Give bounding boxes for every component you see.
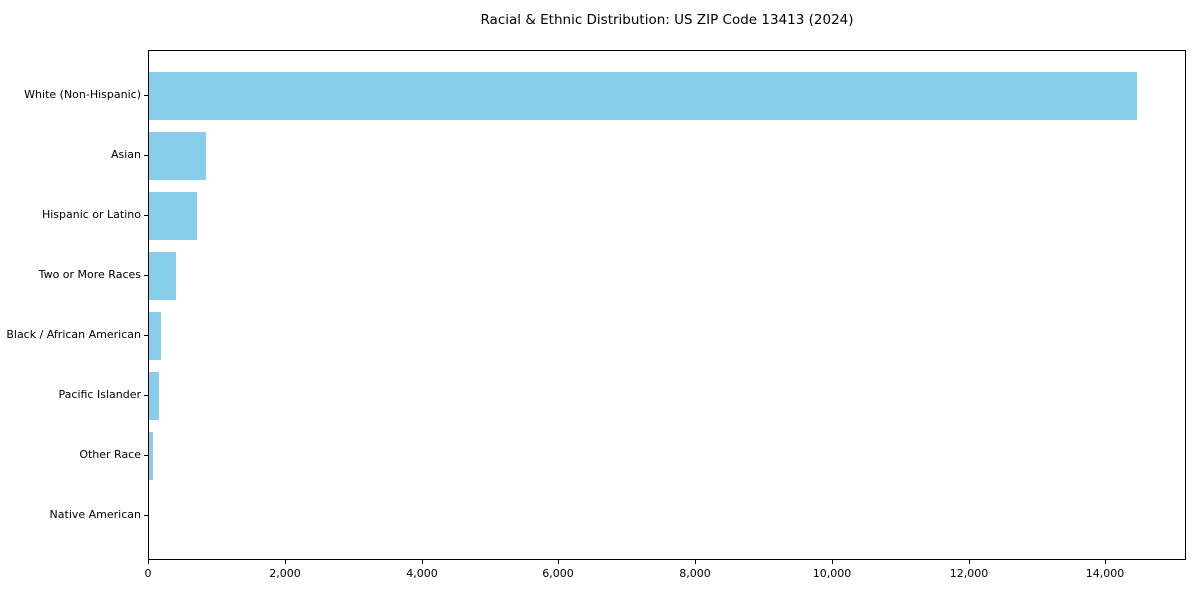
bar-hispanic-or-latino [149, 192, 197, 240]
bar-other-race [149, 432, 154, 480]
y-tick-mark [144, 275, 148, 276]
x-tick-label: 12,000 [949, 567, 989, 580]
y-tick-label: Black / African American [6, 328, 141, 341]
x-tick-mark [1105, 560, 1106, 564]
y-tick-mark [144, 395, 148, 396]
y-tick-label: Pacific Islander [58, 388, 141, 401]
x-tick-mark [695, 560, 696, 564]
bar-asian [149, 132, 206, 180]
x-tick-label: 6,000 [542, 567, 574, 580]
y-tick-mark [144, 95, 148, 96]
x-tick-mark [285, 560, 286, 564]
plot-area [148, 50, 1186, 560]
y-tick-mark [144, 215, 148, 216]
y-tick-mark [144, 335, 148, 336]
y-tick-label: Two or More Races [38, 268, 141, 281]
x-tick-mark [422, 560, 423, 564]
y-tick-label: Hispanic or Latino [41, 208, 141, 221]
bar-two-or-more-races [149, 252, 176, 300]
y-tick-label: White (Non-Hispanic) [24, 88, 141, 101]
x-tick-label: 0 [144, 567, 152, 580]
x-tick-label: 14,000 [1085, 567, 1125, 580]
y-tick-mark [144, 455, 148, 456]
bar-black-african-american [149, 312, 162, 360]
x-tick-mark [148, 560, 149, 564]
x-tick-label: 10,000 [812, 567, 852, 580]
y-tick-label: Other Race [79, 448, 141, 461]
x-tick-label: 4,000 [406, 567, 438, 580]
y-tick-mark [144, 515, 148, 516]
y-tick-label: Native American [49, 508, 141, 521]
x-tick-label: 2,000 [269, 567, 301, 580]
x-tick-label: 8,000 [679, 567, 711, 580]
bar-white-non-hispanic [149, 72, 1138, 120]
x-tick-mark [558, 560, 559, 564]
x-tick-mark [969, 560, 970, 564]
y-tick-mark [144, 155, 148, 156]
chart-title: Racial & Ethnic Distribution: US ZIP Cod… [480, 12, 854, 28]
bar-pacific-islander [149, 372, 160, 420]
y-tick-label: Asian [110, 148, 141, 161]
x-tick-mark [832, 560, 833, 564]
